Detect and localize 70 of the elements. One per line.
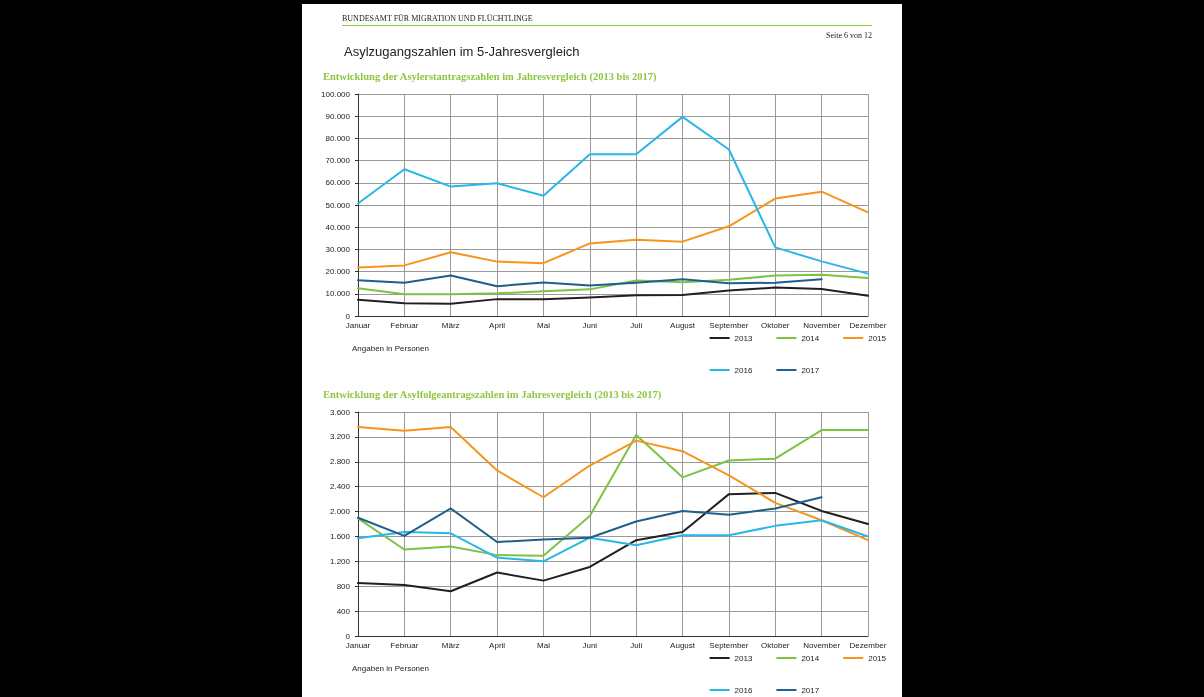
text: Asylzugangszahlen im 5-Jahresvergleich bbox=[344, 44, 580, 59]
text: BUNDESAMT FÜR MIGRATION UND FLÜCHTLINGE bbox=[342, 14, 872, 26]
x-tick-label: Januar bbox=[345, 640, 371, 650]
line-series bbox=[357, 286, 869, 305]
line-series bbox=[357, 519, 869, 563]
x-tick-label: August bbox=[670, 320, 696, 330]
line-series bbox=[357, 115, 869, 275]
legend-label: 2017 bbox=[801, 685, 820, 695]
y-tick-label: 1.600 bbox=[329, 531, 351, 541]
y-tick-label: 30.000 bbox=[325, 244, 351, 254]
y-tick-label: 800 bbox=[336, 581, 351, 591]
text: Angaben in Personen bbox=[352, 663, 429, 673]
y-tick-label: 400 bbox=[336, 606, 351, 616]
line-series bbox=[357, 496, 823, 544]
line-series bbox=[357, 491, 869, 593]
x-tick-label: Februar bbox=[390, 320, 419, 330]
line-series bbox=[357, 273, 869, 296]
x-tick-label: November bbox=[803, 320, 841, 330]
x-tick-label: September bbox=[709, 320, 749, 330]
x-tick-label: Dezember bbox=[849, 640, 887, 650]
legend-label: 2013 bbox=[734, 653, 753, 663]
legend-label: 2016 bbox=[734, 685, 753, 695]
x-tick-label: Oktober bbox=[761, 640, 790, 650]
y-tick-label: 90.000 bbox=[325, 111, 351, 121]
x-tick-label: Mai bbox=[537, 640, 551, 650]
legend-label: 2015 bbox=[868, 333, 887, 343]
text: Angaben in Personen bbox=[352, 343, 429, 353]
line-series bbox=[357, 274, 823, 288]
y-tick-label: 60.000 bbox=[325, 178, 351, 188]
x-tick-label: April bbox=[489, 320, 506, 330]
x-tick-label: Dezember bbox=[849, 320, 887, 330]
legend-label: 2014 bbox=[801, 333, 820, 343]
y-tick-label: 2.800 bbox=[329, 457, 351, 467]
line-series bbox=[357, 190, 869, 269]
x-tick-label: Juli bbox=[630, 640, 643, 650]
x-tick-label: Juni bbox=[582, 640, 598, 650]
y-tick-label: 70.000 bbox=[325, 156, 351, 166]
x-tick-label: Januar bbox=[345, 320, 371, 330]
y-tick-label: 50.000 bbox=[325, 200, 351, 210]
x-tick-label: August bbox=[670, 640, 696, 650]
x-tick-label: September bbox=[709, 640, 749, 650]
x-tick-label: Mai bbox=[537, 320, 551, 330]
x-tick-label: Juli bbox=[630, 320, 643, 330]
y-tick-label: 3.200 bbox=[329, 432, 351, 442]
legend-label: 2015 bbox=[868, 653, 887, 663]
y-tick-label: 2.400 bbox=[329, 482, 351, 492]
chart-title: Entwicklung der Asylfolgeantragszahlen im Jahresvergleich (2013 bis 2017) bbox=[323, 389, 662, 401]
x-tick-label: März bbox=[441, 320, 460, 330]
x-tick-label: April bbox=[489, 640, 506, 650]
y-tick-label: 1.200 bbox=[329, 556, 351, 566]
x-tick-label: Oktober bbox=[761, 320, 790, 330]
legend-label: 2016 bbox=[734, 365, 753, 375]
y-tick-label: 40.000 bbox=[325, 222, 351, 232]
y-tick-label: 0 bbox=[345, 311, 351, 321]
y-tick-label: 3.600 bbox=[329, 407, 351, 417]
legend-label: 2017 bbox=[801, 365, 820, 375]
chart-title: Entwicklung der Asylerstantragszahlen im Jahresvergleich (2013 bis 2017) bbox=[323, 71, 658, 83]
x-tick-label: November bbox=[803, 640, 841, 650]
y-tick-label: 0 bbox=[345, 631, 351, 641]
legend-label: 2013 bbox=[734, 333, 753, 343]
x-tick-label: März bbox=[441, 640, 460, 650]
y-tick-label: 20.000 bbox=[325, 267, 351, 277]
y-tick-label: 100.000 bbox=[321, 89, 351, 99]
y-tick-label: 2.000 bbox=[329, 507, 351, 517]
legend-label: 2014 bbox=[801, 653, 820, 663]
text: Seite 6 von 12 bbox=[826, 31, 872, 40]
x-tick-label: Februar bbox=[390, 640, 419, 650]
y-tick-label: 80.000 bbox=[325, 133, 351, 143]
y-tick-label: 10.000 bbox=[325, 289, 351, 299]
x-tick-label: Juni bbox=[582, 320, 598, 330]
